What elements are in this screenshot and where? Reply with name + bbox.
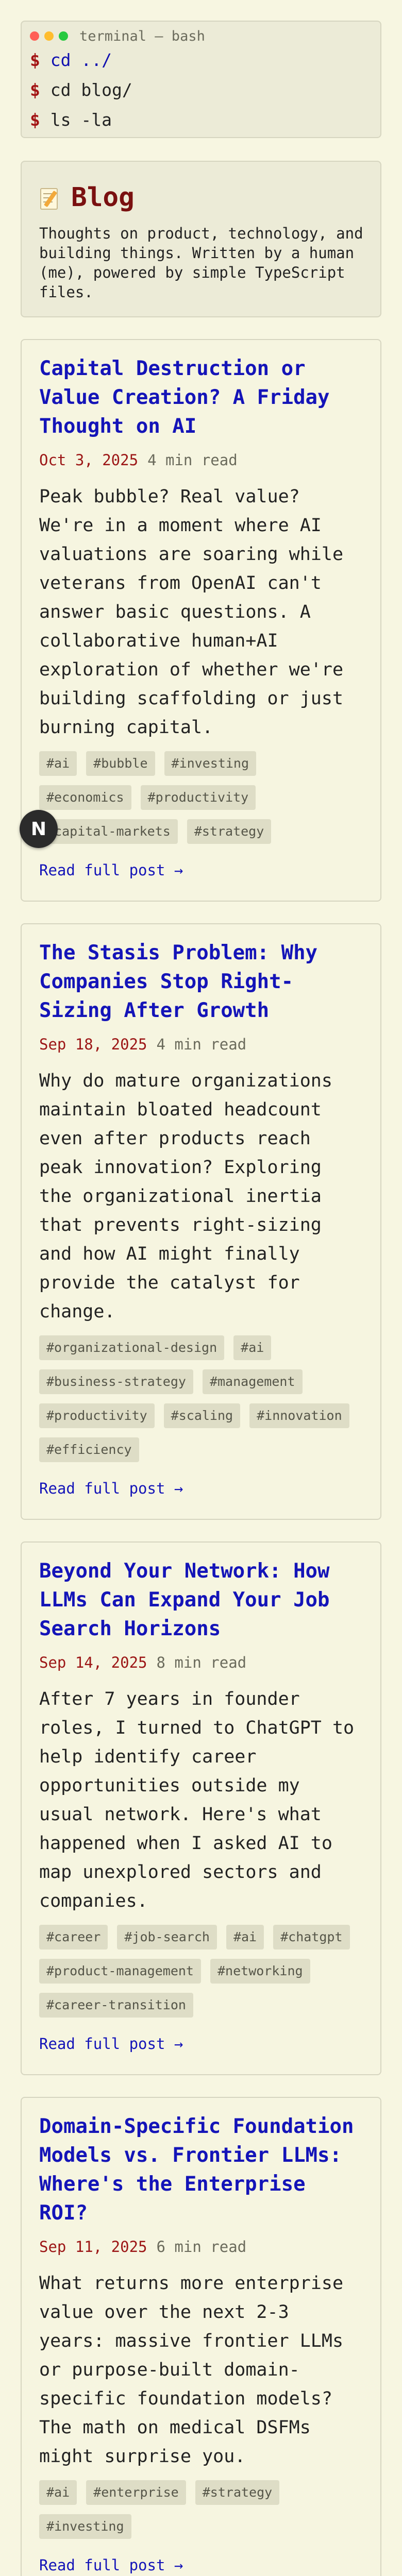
tag-chip[interactable]: #career-transition [39, 1993, 193, 2018]
terminal-window: terminal — bash $ cd ../ $ cd blog/ $ ls… [21, 21, 381, 138]
post-date: Sep 18, 2025 [39, 1036, 147, 1053]
terminal-line: $ cd blog/ [30, 75, 367, 105]
post-date: Oct 3, 2025 [39, 451, 139, 469]
tag-chip[interactable]: #productivity [140, 785, 256, 810]
post-card: The Stasis Problem: Why Companies Stop R… [21, 923, 381, 1520]
tag-chip[interactable]: #investing [164, 751, 257, 776]
tag-chip[interactable]: #job-search [117, 1925, 217, 1950]
tag-chip[interactable]: #ai [39, 751, 77, 776]
post-card: Domain-Specific Foundation Models vs. Fr… [21, 2097, 381, 2576]
tag-chip[interactable]: #management [202, 1369, 303, 1394]
blog-description: Thoughts on product, technology, and bui… [39, 225, 363, 301]
tag-chip[interactable]: #ai [233, 1335, 272, 1360]
post-card: Beyond Your Network: How LLMs Can Expand… [21, 1541, 381, 2075]
post-read-time: 4 min read [147, 451, 238, 469]
post-read-time: 6 min read [156, 2238, 247, 2256]
terminal-command: cd blog/ [50, 80, 132, 100]
post-title-link[interactable]: Capital Destruction or Value Creation? A… [39, 357, 330, 438]
tag-chip[interactable]: #product-management [39, 1959, 201, 1984]
tag-chip[interactable]: #organizational-design [39, 1335, 225, 1360]
tag-chip[interactable]: #innovation [249, 1403, 349, 1428]
tag-chip[interactable]: #chatgpt [273, 1925, 350, 1950]
close-window-dot[interactable] [30, 31, 39, 41]
tag-chip[interactable]: #ai [39, 2480, 77, 2505]
post-meta: Sep 18, 2025 4 min read [39, 1036, 363, 1056]
post-title-link[interactable]: The Stasis Problem: Why Companies Stop R… [39, 941, 318, 1022]
post-excerpt: Why do mature organizations maintain blo… [39, 1071, 332, 1322]
tag-chip[interactable]: #productivity [39, 1403, 155, 1428]
blog-header: Blog Thoughts on product, technology, an… [21, 161, 381, 317]
memo-icon [39, 186, 60, 210]
tag-list: #ai #bubble #investing #economics #productiv… [39, 751, 363, 853]
tag-chip[interactable]: #strategy [195, 2480, 280, 2505]
terminal-prompt: $ [30, 110, 40, 130]
post-excerpt: After 7 years in founder roles, I turned… [39, 1689, 355, 1911]
minimize-window-dot[interactable] [44, 31, 54, 41]
tag-chip[interactable]: #efficiency [39, 1437, 139, 1462]
tag-chip[interactable]: #bubble [86, 751, 155, 776]
post-card: Capital Destruction or Value Creation? A… [21, 339, 381, 902]
terminal-prompt: $ [30, 50, 40, 70]
page-title: Blog [71, 182, 135, 213]
tag-chip[interactable]: #investing [39, 2514, 131, 2539]
terminal-title-bar: terminal — bash [30, 28, 367, 44]
post-meta: Sep 14, 2025 8 min read [39, 1654, 363, 1674]
tag-list: #ai #enterprise #strategy #investing [39, 2480, 363, 2548]
tag-chip[interactable]: #strategy [187, 819, 272, 844]
post-read-time: 8 min read [156, 1654, 247, 1671]
post-list: Capital Destruction or Value Creation? A… [21, 339, 381, 2576]
read-full-post-link[interactable]: Read full post → [39, 2556, 183, 2574]
tag-chip[interactable]: #ai [226, 1925, 264, 1950]
terminal-prompt: $ [30, 80, 40, 100]
read-full-post-link[interactable]: Read full post → [39, 861, 183, 879]
post-title-link[interactable]: Domain-Specific Foundation Models vs. Fr… [39, 2115, 354, 2225]
tag-chip[interactable]: #enterprise [86, 2480, 186, 2505]
tag-list: #organizational-design #ai #business-strat… [39, 1335, 363, 1471]
post-excerpt: What returns more enterprise value over … [39, 2273, 344, 2467]
read-full-post-link[interactable]: Read full post → [39, 2035, 183, 2053]
tag-chip[interactable]: #networking [210, 1959, 310, 1984]
tag-chip[interactable]: #scaling [163, 1403, 241, 1428]
maximize-window-dot[interactable] [59, 31, 68, 41]
tag-chip[interactable]: #career [39, 1925, 108, 1950]
terminal-title: terminal — bash [79, 28, 205, 44]
blog-title-row: Blog [39, 179, 365, 215]
tag-chip[interactable]: #business-strategy [39, 1369, 193, 1394]
floating-action-button[interactable]: N [20, 810, 58, 848]
post-meta: Oct 3, 2025 4 min read [39, 451, 363, 472]
terminal-command[interactable]: cd ../ [50, 50, 112, 70]
post-excerpt: Peak bubble? Real value? We're in a mome… [39, 486, 344, 738]
read-full-post-link[interactable]: Read full post → [39, 1480, 183, 1497]
tag-list: #career #job-search #ai #chatgpt #product-ma… [39, 1925, 363, 2027]
terminal-command: ls -la [50, 110, 112, 130]
post-date: Sep 11, 2025 [39, 2238, 147, 2256]
tag-chip[interactable]: #capital-markets [39, 819, 178, 844]
post-read-time: 4 min read [156, 1036, 247, 1053]
post-title-link[interactable]: Beyond Your Network: How LLMs Can Expand… [39, 1560, 330, 1640]
post-date: Sep 14, 2025 [39, 1654, 147, 1671]
terminal-line[interactable]: $ cd ../ [30, 45, 367, 75]
post-meta: Sep 11, 2025 6 min read [39, 2238, 363, 2259]
terminal-line: $ ls -la [30, 105, 367, 135]
tag-chip[interactable]: #economics [39, 785, 131, 810]
